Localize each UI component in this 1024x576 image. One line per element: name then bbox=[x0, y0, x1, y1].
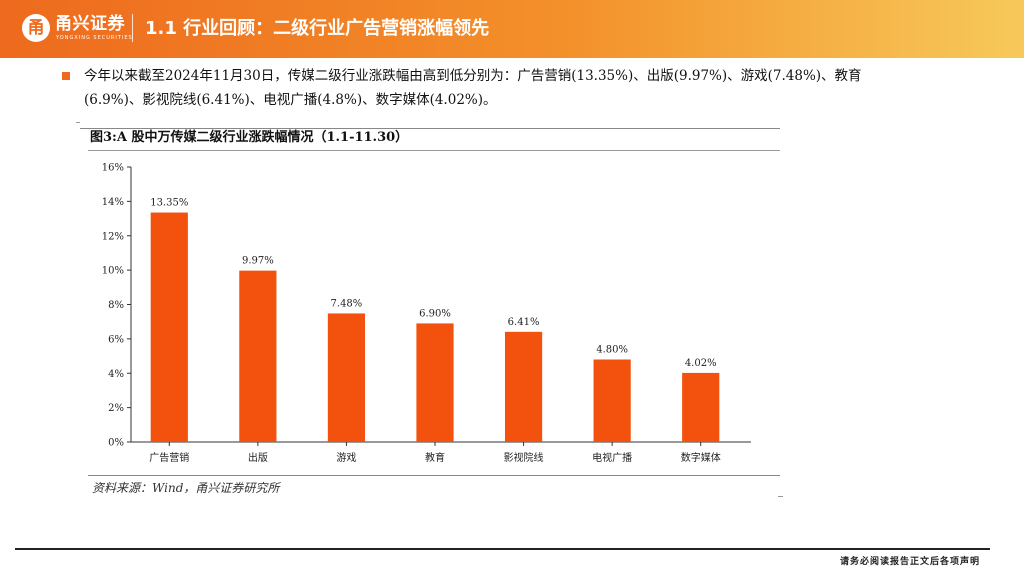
y-tick-label: 8% bbox=[108, 300, 124, 311]
bar bbox=[593, 359, 631, 442]
bullet-square-icon bbox=[62, 72, 70, 80]
x-category-label: 游戏 bbox=[336, 451, 356, 464]
y-tick-label: 4% bbox=[108, 369, 124, 380]
x-category-label: 影视院线 bbox=[504, 451, 544, 464]
bar-data-label: 4.02% bbox=[685, 358, 717, 369]
figure-corner-tick bbox=[76, 122, 80, 123]
header-divider bbox=[132, 14, 133, 42]
figure-title-rule bbox=[88, 150, 780, 151]
bar-data-label: 13.35% bbox=[150, 198, 188, 209]
y-tick-label: 14% bbox=[102, 197, 124, 208]
slide-title: 1.1 行业回顾：二级行业广告营销涨幅领先 bbox=[145, 18, 490, 39]
bar bbox=[682, 372, 720, 442]
footer-rule bbox=[15, 548, 990, 550]
bar bbox=[416, 323, 454, 442]
x-category-label: 教育 bbox=[425, 451, 445, 464]
bar-data-label: 6.41% bbox=[508, 317, 540, 328]
x-category-label: 电视广播 bbox=[592, 451, 632, 464]
y-tick-label: 12% bbox=[102, 231, 124, 242]
source-rule bbox=[88, 475, 780, 476]
bar bbox=[239, 270, 277, 442]
y-tick-label: 0% bbox=[108, 438, 124, 449]
bar-data-label: 6.90% bbox=[419, 308, 451, 319]
y-tick-label: 10% bbox=[102, 266, 124, 277]
bar-data-label: 7.48% bbox=[331, 298, 363, 309]
bullet-text: 今年以来截至2024年11月30日，传媒二级行业涨跌幅由高到低分别为：广告营销(… bbox=[84, 68, 862, 108]
brand-subtitle: YONGXING SECURITIES bbox=[56, 35, 133, 41]
bar-data-label: 4.80% bbox=[596, 345, 628, 356]
figure-top-rule bbox=[80, 128, 780, 129]
figure-source: 资料来源：Wind，甬兴证券研究所 bbox=[92, 481, 280, 495]
y-tick-label: 2% bbox=[108, 403, 124, 414]
bar bbox=[504, 331, 543, 442]
x-category-label: 出版 bbox=[248, 451, 268, 464]
source-corner-tick bbox=[778, 496, 783, 497]
bar bbox=[327, 313, 366, 442]
brand-logo-icon: 甬 bbox=[22, 14, 50, 42]
footer-disclaimer: 请务必阅读报告正文后各项声明 bbox=[839, 557, 980, 567]
bar bbox=[150, 212, 188, 442]
y-tick-label: 6% bbox=[108, 334, 124, 345]
y-tick-label: 16% bbox=[102, 163, 124, 174]
x-category-label: 广告营销 bbox=[149, 451, 189, 464]
bar-data-label: 9.97% bbox=[242, 256, 274, 267]
brand-name: 甬兴证券 bbox=[55, 14, 125, 34]
x-category-label: 数字媒体 bbox=[681, 451, 721, 464]
header-bar: 甬 甬兴证券 YONGXING SECURITIES 1.1 行业回顾：二级行业… bbox=[0, 0, 1024, 58]
bar-chart: 0% 2% 4% 6% 8% 10% 12% 14% 16% 13.35% 广告营销 9.97% 出版 7… bbox=[102, 163, 751, 464]
figure-title: 图3:A 股中万传媒二级行业涨跌幅情况（1.1-11.30） bbox=[90, 130, 409, 145]
